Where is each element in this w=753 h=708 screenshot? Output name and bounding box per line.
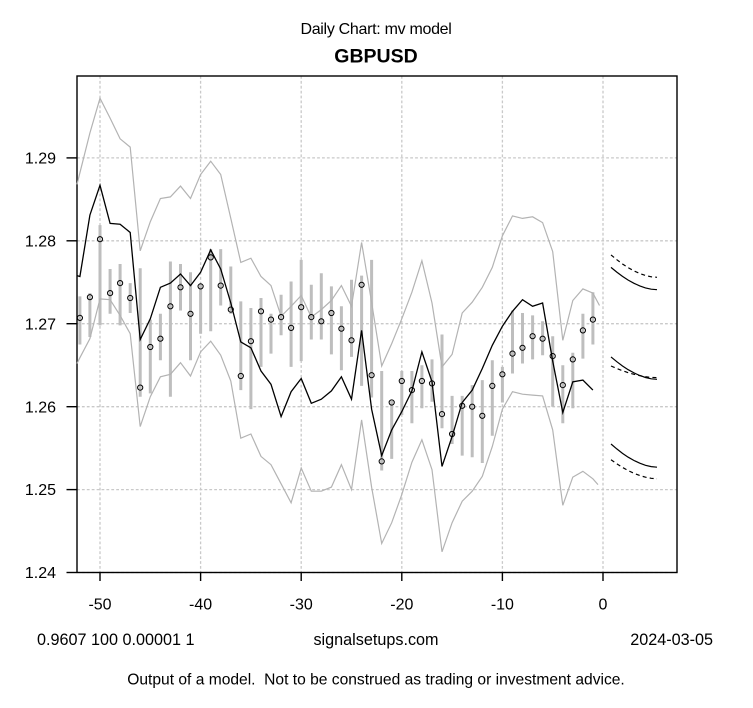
svg-text:Daily Chart: mv model: Daily Chart: mv model bbox=[300, 21, 451, 38]
svg-text:-10: -10 bbox=[491, 597, 514, 614]
svg-text:-20: -20 bbox=[390, 597, 413, 614]
svg-text:-40: -40 bbox=[189, 597, 212, 614]
svg-text:1.29: 1.29 bbox=[25, 151, 56, 168]
svg-text:0: 0 bbox=[599, 597, 608, 614]
svg-text:1.27: 1.27 bbox=[25, 316, 56, 333]
svg-text:GBPUSD: GBPUSD bbox=[334, 46, 417, 68]
svg-text:1.25: 1.25 bbox=[25, 482, 56, 499]
svg-text:-30: -30 bbox=[290, 597, 313, 614]
svg-text:Output of a model. Not to be: Output of a model. Not to be construed a… bbox=[127, 672, 625, 689]
svg-text:-50: -50 bbox=[88, 597, 111, 614]
svg-text:1.26: 1.26 bbox=[25, 399, 56, 416]
svg-text:signalsetups.com: signalsetups.com bbox=[313, 631, 438, 649]
svg-text:0.9607 100 0.00001 1: 0.9607 100 0.00001 1 bbox=[37, 631, 195, 649]
svg-text:1.24: 1.24 bbox=[25, 565, 56, 582]
svg-text:2024-03-05: 2024-03-05 bbox=[630, 631, 713, 649]
svg-text:1.28: 1.28 bbox=[25, 233, 56, 250]
